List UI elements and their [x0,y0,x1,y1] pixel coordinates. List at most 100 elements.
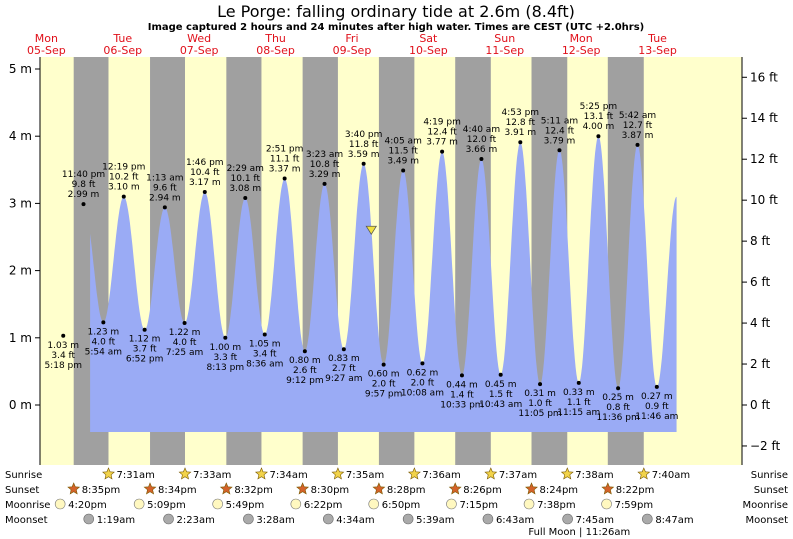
moonrise-time: 6:22pm [304,500,343,511]
tide-point [361,161,366,166]
moonrise-icon [290,498,302,510]
tide-ft-label: 2.7 ft [332,364,356,374]
moonset-icon [482,513,494,525]
moonset-time: 5:39am [416,515,454,526]
tide-point [202,189,207,194]
tide-ft-label: 11.5 ft [388,146,418,156]
tide-point [538,382,543,387]
moonrise-time: 7:59pm [615,500,654,511]
moonset-icon [83,513,95,525]
sunrise-icon [637,467,651,480]
day-date: 13-Sep [638,44,677,57]
row-label-left: Moonrise [5,500,50,511]
sunrise-time: 7:36am [422,470,460,481]
row-label-left: Sunset [5,485,39,496]
tide-ft-label: 12.7 ft [623,121,653,131]
row-label-left: Moonset [5,515,48,526]
left-tick-label: 2 m [9,264,32,278]
sunrise-time: 7:35am [346,470,384,481]
tide-ft-label: 12.8 ft [506,118,536,128]
tide-ft-label: 10.1 ft [231,174,261,184]
tide-m-label: 2.94 m [149,193,181,203]
right-tick-label: 8 ft [750,234,770,248]
tide-point [121,194,126,199]
tide-point [381,362,386,367]
day-date: 11-Sep [485,44,524,57]
moonrise-icon [601,498,612,510]
moonset-icon [642,513,653,525]
tide-point [302,349,307,354]
tide-point [162,205,167,210]
tide-point [635,142,640,147]
day-name: Sun [494,32,515,45]
tide-m-label: 1.12 m [129,335,161,345]
tide-ft-label: 11.8 ft [349,140,379,150]
moonrise-time: 5:09pm [147,500,186,511]
tide-m-label: 0.25 m [602,393,634,403]
sunrise-icon [484,467,498,480]
tide-time-label: 3:23 am [306,150,343,160]
tide-time-label: 11:15 am [557,408,600,418]
tide-time-label: 9:12 pm [286,376,324,386]
right-tick-label: −2 ft [750,439,781,453]
moonset-icon [323,513,334,525]
tide-m-label: 0.33 m [563,388,595,398]
sunset-icon [448,482,462,495]
tide-ft-label: 1.0 ft [528,399,552,409]
day-date: 12-Sep [562,44,601,57]
day-name: Mon [35,32,58,45]
tide-ft-label: 10.2 ft [109,173,139,183]
tide-ft-label: 3.3 ft [213,353,237,363]
tide-ft-label: 10.4 ft [190,168,220,178]
tide-point [282,176,287,181]
tide-point [557,148,562,153]
tide-m-label: 1.05 m [249,339,281,349]
tide-point [440,149,445,154]
day-date: 08-Sep [256,44,295,57]
tide-time-label: 4:53 pm [502,108,540,118]
sunset-time: 8:26pm [463,485,502,496]
axes: 0 m 1 m 2 m 3 m 4 m 5 m −2 ft 0 ft 2 ft 4 ft 6 ft 8… [9,32,781,465]
tide-point [322,181,327,186]
tide-m-label: 0.80 m [289,356,321,366]
tide-m-label: 4.00 m [583,122,615,132]
chart-title: Le Porge: falling ordinary tide at 2.6m … [217,2,575,21]
tide-ft-label: 4.0 ft [173,338,197,348]
row-label-right: Sunrise [751,470,788,481]
moonset-icon [243,513,254,525]
right-tick-label: 12 ft [750,152,778,166]
tide-m-label: 1.00 m [209,343,241,353]
row-label-right: Sunset [754,485,788,496]
tide-point [341,347,346,352]
tide-ft-label: 13.1 ft [584,112,614,122]
tide-m-label: 1.22 m [169,328,201,338]
moonset-icon [163,513,174,525]
sunset-time: 8:30pm [311,485,350,496]
tide-m-label: 1.03 m [47,341,79,351]
full-moon-label: Full Moon | 11:26am [528,527,630,538]
tide-point [61,333,66,338]
tide-point [518,140,523,145]
tide-ft-label: 1.5 ft [489,390,513,400]
moonset-time: 7:45am [576,515,614,526]
tide-ft-label: 12.4 ft [545,126,575,136]
moonrise-time: 7:38pm [537,500,576,511]
tide-time-label: 11:36 pm [596,413,639,423]
tide-ft-label: 2.0 ft [372,380,396,390]
tide-m-label: 3.87 m [622,131,654,141]
moonrise-time: 5:49pm [226,500,265,511]
tide-m-label: 3.79 m [544,136,576,146]
left-tick-label: 3 m [9,196,32,210]
tide-time-label: 2:29 am [227,164,264,174]
tide-time-label: 5:18 pm [44,361,82,371]
tide-point [654,384,659,389]
tide-area-path [90,136,677,432]
moonrise-icon [54,498,66,510]
tide-ft-label: 4.0 ft [91,337,115,347]
sunrise-time: 7:31am [116,470,154,481]
tide-time-label: 3:40 pm [345,130,383,140]
right-tick-label: 4 ft [750,316,770,330]
day-date: 05-Sep [27,44,66,57]
sunset-icon [525,482,538,495]
